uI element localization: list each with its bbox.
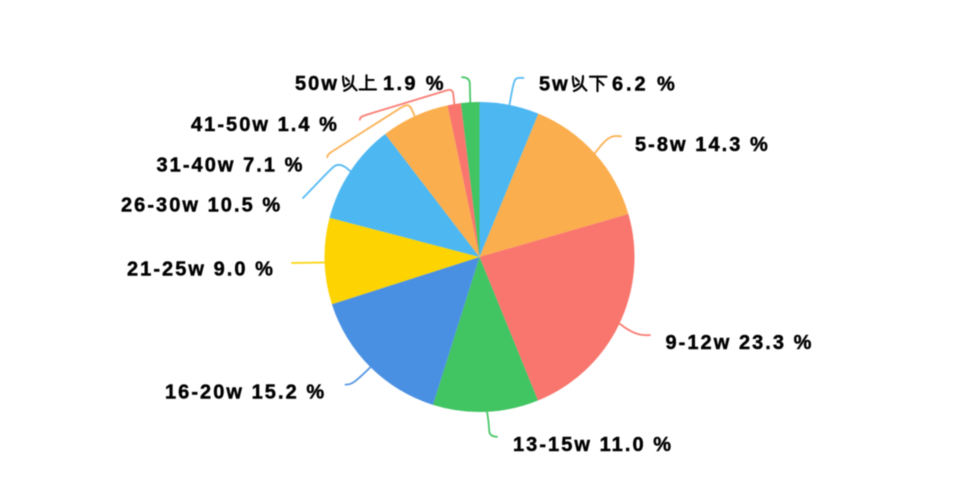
svg-text:5-8w 14.3 %: 5-8w 14.3 % [635, 134, 770, 156]
svg-text:26-30w 10.5 %: 26-30w 10.5 % [121, 195, 282, 217]
svg-text:9-12w 23.3 %: 9-12w 23.3 % [666, 332, 814, 354]
svg-text:6.2 %: 6.2 % [612, 74, 678, 96]
svg-text:13-15w 11.0 %: 13-15w 11.0 % [513, 434, 673, 456]
svg-text:5w: 5w [539, 74, 570, 96]
svg-text:21-25w 9.0 %: 21-25w 9.0 % [127, 259, 275, 281]
svg-text:50w: 50w [295, 73, 339, 95]
svg-text:41-50w 1.4 %: 41-50w 1.4 % [191, 114, 339, 136]
svg-text:31-40w 7.1 %: 31-40w 7.1 % [157, 155, 305, 177]
svg-text:1.9 %: 1.9 % [383, 73, 446, 95]
svg-text:16-20w 15.2 %: 16-20w 15.2 % [165, 382, 326, 404]
